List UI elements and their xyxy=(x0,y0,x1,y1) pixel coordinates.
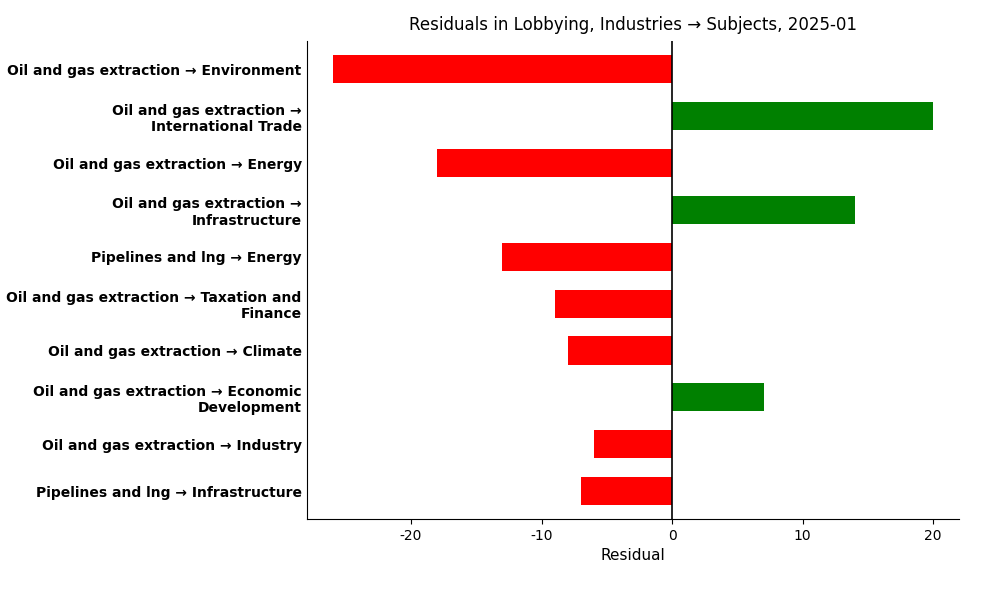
Bar xyxy=(673,102,934,130)
Bar xyxy=(502,242,673,271)
Bar xyxy=(332,55,673,83)
Bar xyxy=(568,336,673,365)
Bar xyxy=(581,477,673,505)
Bar xyxy=(673,196,854,224)
X-axis label: Residual: Residual xyxy=(600,549,666,563)
Bar xyxy=(437,149,673,177)
Title: Residuals in Lobbying, Industries → Subjects, 2025-01: Residuals in Lobbying, Industries → Subj… xyxy=(409,16,856,34)
Bar xyxy=(593,430,673,458)
Bar xyxy=(555,290,673,318)
Bar xyxy=(673,384,764,411)
